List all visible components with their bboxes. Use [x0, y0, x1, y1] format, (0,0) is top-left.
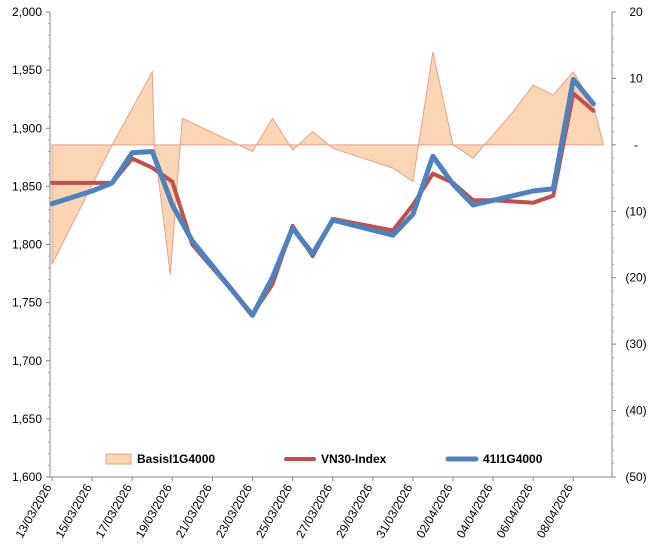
basis-area	[51, 51, 604, 275]
legend-item: VN30-Index	[284, 452, 387, 466]
legend-item: BasisI1G4000	[105, 452, 215, 466]
left-y-tick-label: 1,800	[12, 238, 42, 252]
left-y-tick-label: 1,950	[12, 63, 42, 77]
legend-label: 41I1G4000	[483, 452, 543, 466]
legend-swatch-area	[105, 453, 132, 465]
basis-area-layer	[51, 51, 604, 275]
left-y-tick-label: 1,850	[12, 179, 42, 193]
legend-label: BasisI1G4000	[137, 452, 215, 466]
left-y-tick-label: 1,650	[12, 412, 42, 426]
left-y-tick-label: 1,600	[12, 470, 42, 484]
line-layer	[49, 76, 596, 318]
futures-41i1g4000-line	[49, 76, 596, 318]
right-y-tick-label: (10)	[625, 204, 646, 218]
legend-item: 41I1G4000	[445, 452, 543, 466]
legend-label: VN30-Index	[321, 452, 387, 466]
left-y-tick-label: 1,750	[12, 296, 42, 310]
right-y-tick-label: (40)	[625, 404, 646, 418]
axis-layer	[46, 11, 616, 481]
right-y-tick-label: 10	[629, 71, 643, 85]
right-y-tick-label: 20	[629, 5, 643, 19]
right-y-tick-label: -	[634, 138, 638, 152]
right-y-tick-label: (50)	[625, 470, 646, 484]
legend: BasisI1G4000 VN30-Index 41I1G4000	[105, 452, 543, 466]
right-y-tick-label: (20)	[625, 271, 646, 285]
left-y-tick-label: 1,900	[12, 121, 42, 135]
left-y-tick-label: 1,700	[12, 354, 42, 368]
left-y-tick-label: 2,000	[12, 5, 42, 19]
right-y-tick-label: (30)	[625, 337, 646, 351]
